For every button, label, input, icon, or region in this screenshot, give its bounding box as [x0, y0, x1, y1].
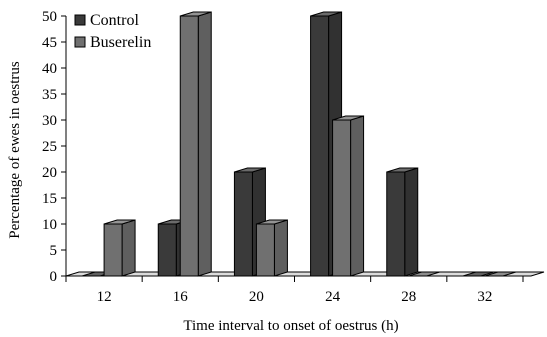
y-tick-label: 30 — [42, 113, 57, 129]
x-tick-label: 32 — [477, 289, 492, 305]
y-tick-label: 0 — [50, 269, 58, 285]
legend-item-control: Control — [74, 12, 139, 29]
legend-swatch — [74, 14, 86, 26]
x-tick-label: 16 — [173, 289, 189, 305]
bar-front-face — [332, 119, 352, 277]
y-tick-label: 40 — [42, 61, 57, 77]
y-tick-label: 45 — [42, 35, 57, 51]
bar-front-face — [233, 171, 253, 277]
bar-front-face — [157, 223, 177, 277]
bar-side-face — [197, 11, 212, 277]
bar-side-face — [121, 219, 136, 277]
bar-buserelin-28 — [408, 271, 440, 277]
bar-buserelin-24 — [332, 115, 365, 277]
axes: Percentage of ewes in oestrus Time inter… — [7, 9, 531, 334]
x-tick-label: 28 — [401, 289, 416, 305]
y-axis-title: Percentage of ewes in oestrus — [7, 61, 23, 239]
bar-top-face — [462, 271, 495, 277]
bar-front-face — [386, 171, 406, 277]
bar-top-face — [408, 271, 440, 277]
legend-swatch — [74, 36, 86, 48]
bar-buserelin-32 — [484, 271, 517, 277]
legend: Control Buserelin — [74, 12, 151, 51]
bar-side-face — [404, 167, 419, 277]
legend-label: Buserelin — [90, 34, 151, 51]
legend-item-buserelin: Buserelin — [74, 34, 151, 51]
bar-front-face — [103, 223, 123, 277]
x-tick-label: 24 — [325, 289, 341, 305]
bar-buserelin-16 — [179, 11, 212, 277]
y-tick-label: 35 — [42, 87, 57, 103]
x-axis-title: Time interval to onset of oestrus (h) — [183, 318, 398, 334]
x-tick-label: 12 — [97, 289, 112, 305]
bar-buserelin-12 — [103, 219, 136, 277]
bars — [81, 11, 517, 277]
bar-buserelin-20 — [255, 219, 288, 277]
bar-front-face — [255, 223, 275, 277]
y-tick-label: 20 — [42, 165, 57, 181]
bar-side-face — [350, 115, 365, 277]
y-tick-label: 10 — [42, 217, 57, 233]
legend-label: Control — [90, 12, 139, 29]
bar-control-32 — [462, 271, 495, 277]
bar-front-face — [179, 15, 199, 277]
bar-top-face — [484, 271, 517, 277]
bar-front-face — [310, 15, 330, 277]
y-tick-label: 5 — [50, 243, 58, 259]
y-tick-label: 25 — [42, 139, 57, 155]
bar-control-28 — [386, 167, 419, 277]
bar-side-face — [273, 219, 288, 277]
x-tick-label: 20 — [249, 289, 264, 305]
y-tick-label: 50 — [42, 9, 57, 25]
y-tick-label: 15 — [42, 191, 57, 207]
